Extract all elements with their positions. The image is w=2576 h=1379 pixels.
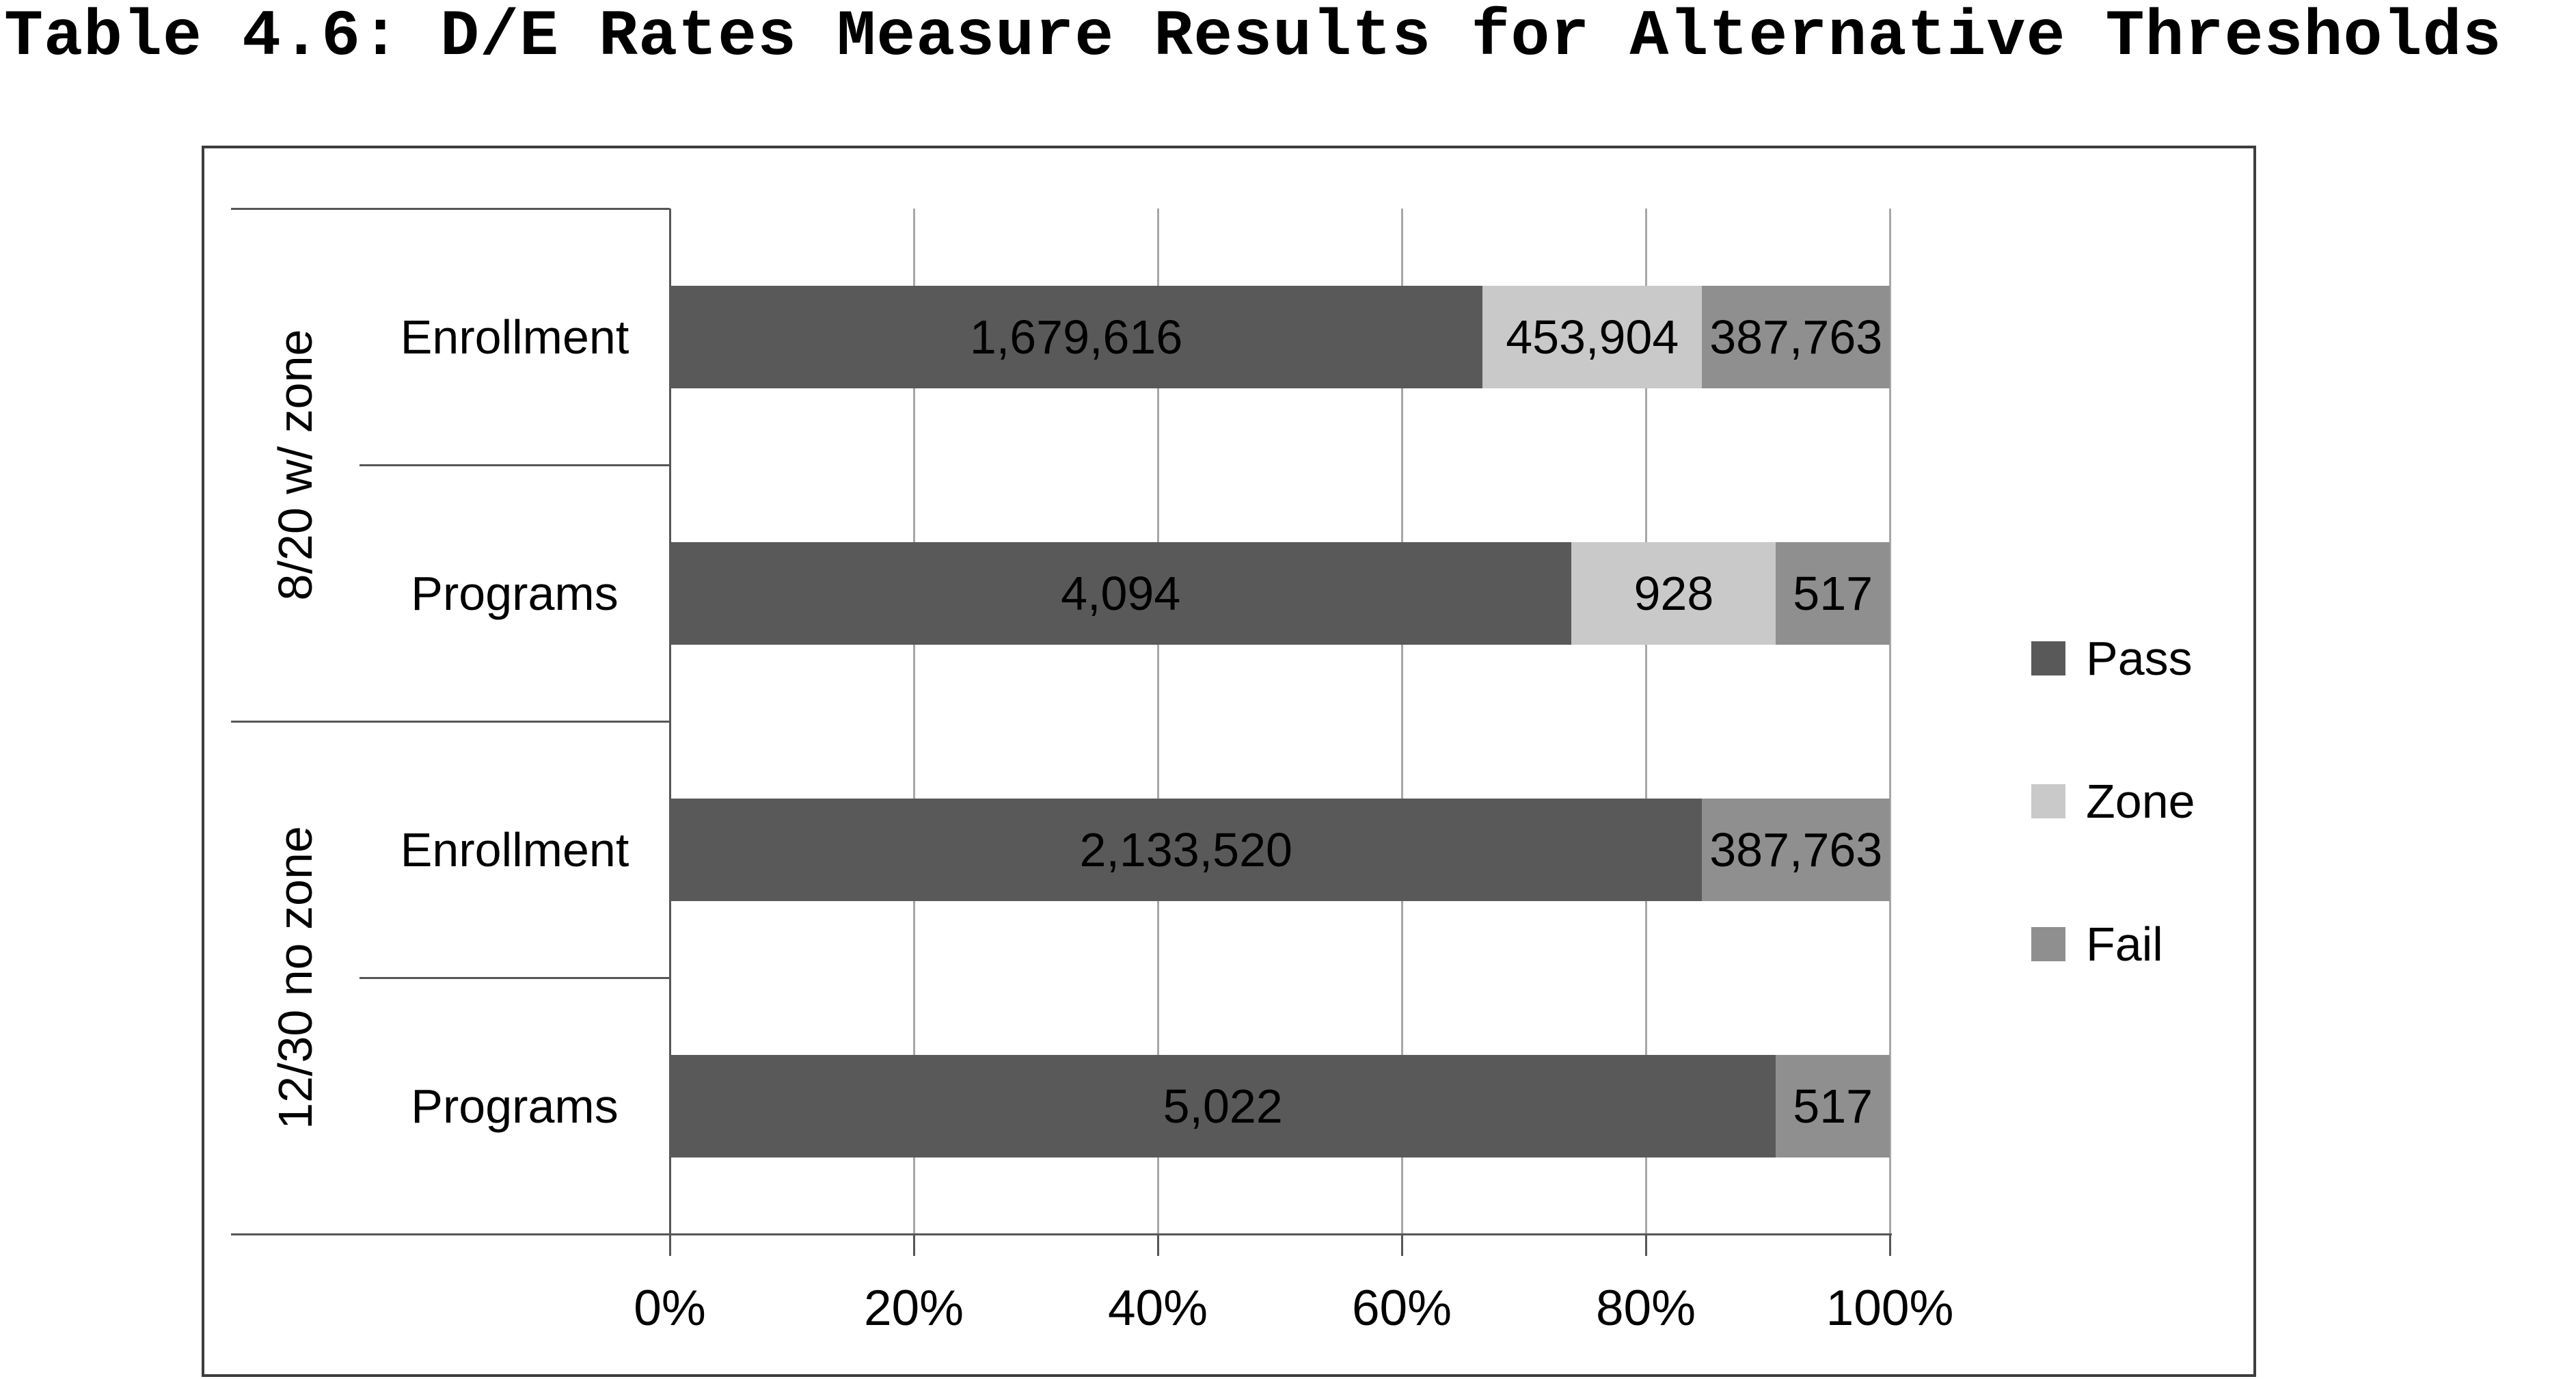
bar-segment-fail: 517 <box>1776 1054 1890 1157</box>
category-item-separator <box>360 464 670 466</box>
plot-gridline <box>1156 209 1159 1234</box>
x-axis-tick <box>912 1234 915 1256</box>
x-axis-tick-label: 80% <box>1595 1281 1696 1336</box>
bar-enrollment-0: 1,679,616 453,904 387,763 <box>670 285 1890 388</box>
x-axis-tick-label: 100% <box>1826 1281 1954 1336</box>
category-axis-separator <box>231 720 670 723</box>
x-axis-tick <box>1400 1234 1403 1256</box>
bar-value-label: 387,763 <box>1709 310 1883 364</box>
group-label-0: 8/20 w/ zone <box>269 329 322 601</box>
legend-label-fail: Fail <box>2086 918 2163 971</box>
x-axis-tick <box>1156 1234 1159 1256</box>
legend-item-pass: Pass <box>2031 631 2193 686</box>
x-axis-tick <box>668 1234 671 1256</box>
bar-segment-pass: 1,679,616 <box>670 285 1483 388</box>
x-axis-line <box>231 1233 1892 1235</box>
category-label-programs: Programs <box>411 566 619 620</box>
x-axis-tick <box>1644 1234 1647 1256</box>
legend-swatch-fail <box>2031 927 2065 961</box>
bar-value-label: 517 <box>1793 1079 1873 1133</box>
x-axis-tick-label: 40% <box>1107 1281 1208 1336</box>
bar-value-label: 5,022 <box>1163 1079 1283 1133</box>
plot-gridline <box>1888 209 1891 1234</box>
bar-segment-pass: 2,133,520 <box>670 798 1703 901</box>
category-axis-separator <box>231 207 670 210</box>
bar-segment-zone: 453,904 <box>1482 285 1703 388</box>
x-axis-tick-label: 60% <box>1351 1281 1452 1336</box>
legend-swatch-pass <box>2031 641 2065 675</box>
legend-swatch-zone <box>2031 784 2065 818</box>
bar-segment-zone: 928 <box>1571 541 1776 645</box>
bar-value-label: 2,133,520 <box>1079 822 1292 876</box>
category-label-enrollment: Enrollment <box>400 822 629 876</box>
bar-segment-pass: 5,022 <box>670 1054 1776 1157</box>
bar-segment-fail: 387,763 <box>1702 285 1890 388</box>
plot-gridline <box>912 209 915 1234</box>
plot-gridline <box>1400 209 1403 1234</box>
bar-programs-3: 5,022 517 <box>670 1054 1890 1157</box>
bar-segment-fail: 387,763 <box>1702 798 1890 901</box>
bar-value-label: 517 <box>1793 566 1873 620</box>
bar-enrollment-2: 2,133,520 387,763 <box>670 798 1890 901</box>
legend-item-zone: Zone <box>2031 774 2195 829</box>
legend-label-pass: Pass <box>2086 632 2193 685</box>
bar-segment-pass: 4,094 <box>670 541 1572 645</box>
category-label-enrollment: Enrollment <box>400 310 629 364</box>
bar-programs-1: 4,094 928 517 <box>670 541 1890 645</box>
bar-value-label: 1,679,616 <box>969 310 1183 364</box>
value-axis-line <box>668 209 671 1234</box>
x-axis-tick <box>1888 1234 1891 1256</box>
bar-segment-fail: 517 <box>1776 541 1890 645</box>
chart-title: Table 4.6: D/E Rates Measure Results for… <box>4 0 2502 74</box>
plot-gridline <box>1644 209 1647 1234</box>
bar-value-label: 387,763 <box>1709 822 1883 876</box>
legend-label-zone: Zone <box>2086 775 2195 828</box>
bar-value-label: 453,904 <box>1506 310 1679 364</box>
group-label-1: 12/30 no zone <box>269 826 322 1129</box>
category-label-programs: Programs <box>411 1079 619 1133</box>
legend-item-fail: Fail <box>2031 917 2163 972</box>
bar-value-label: 928 <box>1633 566 1714 620</box>
x-axis-tick-label: 20% <box>863 1281 964 1336</box>
bar-value-label: 4,094 <box>1061 566 1181 620</box>
category-item-separator <box>360 976 670 979</box>
x-axis-tick-label: 0% <box>634 1281 706 1336</box>
